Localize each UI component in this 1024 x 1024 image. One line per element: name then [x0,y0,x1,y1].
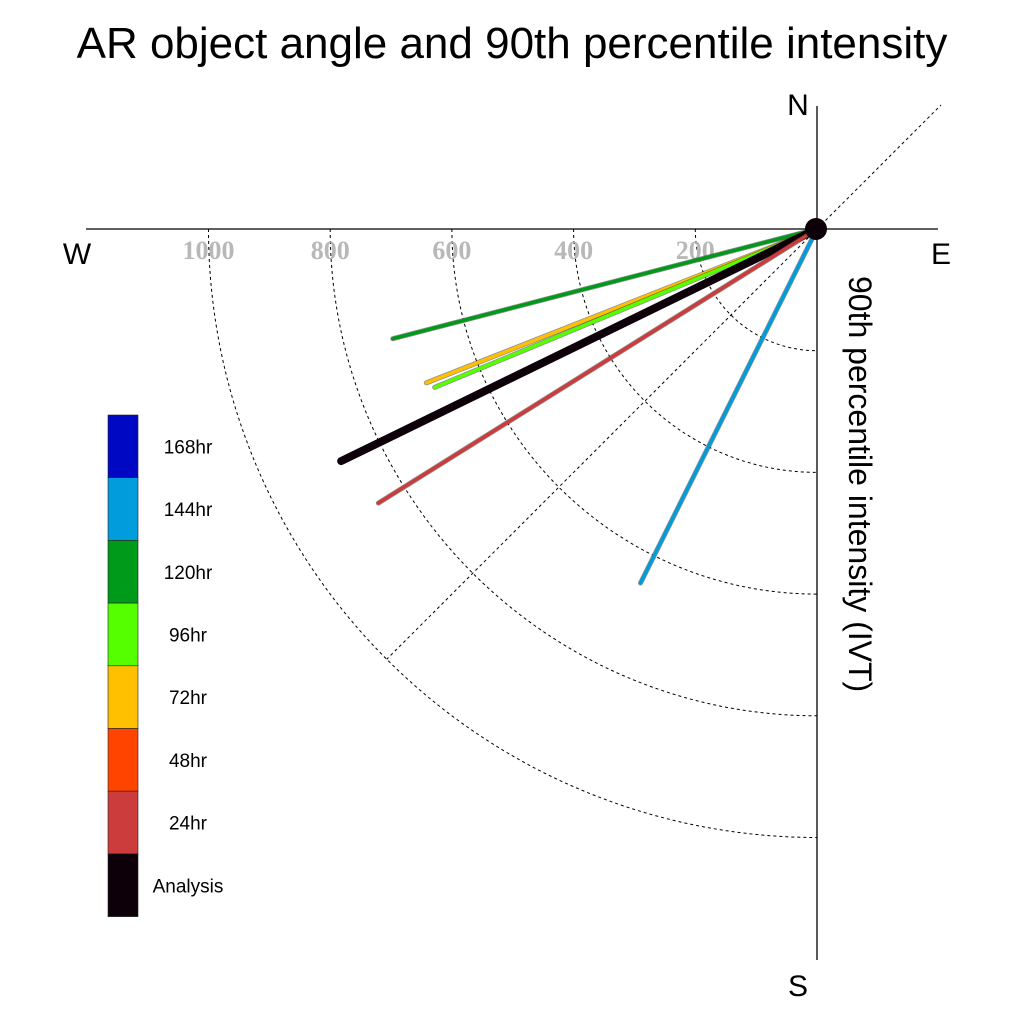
vector-144hr [638,226,820,586]
legend-label-168hr: 168hr [164,437,213,458]
legend-swatch-72hr [107,665,139,729]
chart-title: AR object angle and 90th percentile inte… [77,19,948,68]
grid-ring-400 [573,228,818,473]
legend-swatch-144hr [107,477,139,541]
vector-line-96hr [432,227,819,390]
legend-swatch-analysis [107,853,139,917]
vector-analysis [337,225,821,466]
vector-line-120hr [391,227,819,341]
vector-line-144hr [638,227,819,585]
vector-line-analysis [337,225,821,466]
vector-series [337,225,821,586]
compass-east: E [931,238,951,271]
legend-label-120hr: 120hr [164,563,213,584]
vector-120hr [390,226,820,342]
radial-tick-label-600: 600 [432,236,471,265]
legend-swatch-24hr [107,790,139,855]
legend-swatch-48hr [107,728,139,792]
grid-ring-1000 [208,228,818,838]
radial-tick-label-800: 800 [311,236,350,265]
grid-diagonal-sw [386,228,818,660]
legend-swatch-168hr [107,414,139,479]
radial-tick-label-400: 400 [554,236,593,265]
compass-south: S [788,970,808,1003]
vector-line-24hr [376,227,819,505]
compass-west: W [63,238,92,271]
legend-swatch-120hr [107,540,139,604]
grid-diagonal-ne [816,104,942,230]
compass-north: N [787,89,809,122]
origin-point [805,218,827,240]
legend-label-96hr: 96hr [169,625,208,646]
legend-label-analysis: Analysis [153,876,224,897]
radial-tick-label-1000: 1000 [183,236,235,265]
legend: 168hr 144hr 120hr 96hr 72hr 48hr 24hr Analysis [107,414,224,917]
vector-96hr [432,226,820,390]
radial-axis-title: 90th percentile intensity (IVT) [842,276,878,692]
legend-label-144hr: 144hr [164,500,213,521]
grid-ring-600 [451,228,818,595]
legend-label-48hr: 48hr [169,751,208,772]
legend-label-24hr: 24hr [169,814,208,835]
grid-ring-200 [694,228,818,352]
grid-ring-800 [329,228,818,717]
vector-24hr [375,226,820,506]
legend-swatch-96hr [107,602,139,667]
legend-label-72hr: 72hr [169,688,208,709]
dashed-gridlines [208,104,942,838]
